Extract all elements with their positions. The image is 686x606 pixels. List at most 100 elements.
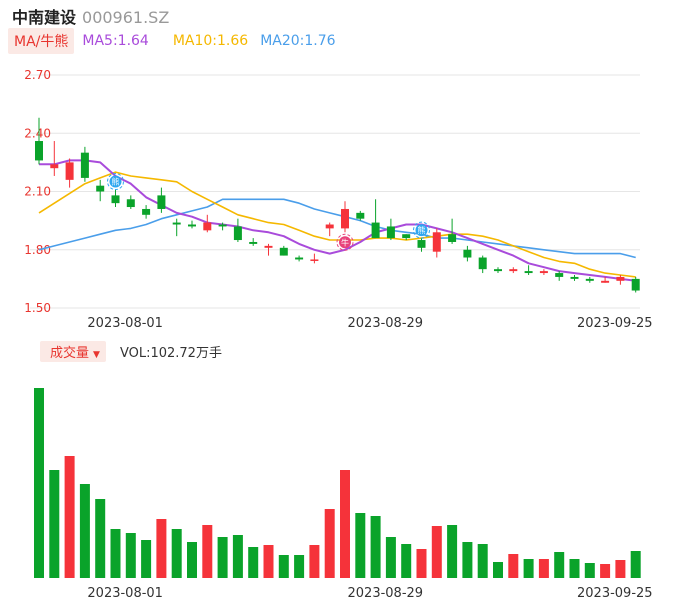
volume-bar bbox=[523, 559, 534, 578]
badge-dot bbox=[109, 175, 122, 188]
volume-bar bbox=[278, 555, 289, 578]
volume-bar bbox=[187, 542, 197, 578]
candle-body bbox=[601, 280, 610, 283]
candle bbox=[310, 253, 319, 264]
candle bbox=[126, 195, 135, 209]
candle bbox=[371, 199, 380, 239]
volume-value: VOL:102.72万手 bbox=[119, 345, 222, 361]
candle bbox=[417, 238, 426, 252]
candle bbox=[295, 255, 304, 262]
candle-body bbox=[585, 278, 594, 281]
volume-bar bbox=[462, 542, 473, 578]
candle-body bbox=[463, 249, 472, 258]
volume-bar bbox=[141, 540, 152, 578]
volume-bar bbox=[340, 470, 350, 578]
candle-body bbox=[218, 224, 227, 227]
candle-body bbox=[631, 278, 640, 291]
volume-bar bbox=[508, 554, 519, 578]
volume-bar bbox=[584, 563, 595, 578]
candle-body bbox=[524, 271, 533, 274]
volume-bar bbox=[171, 529, 182, 578]
price-x-tick-label: 2023-09-25 bbox=[577, 316, 653, 331]
candle bbox=[356, 210, 365, 221]
volume-bar bbox=[447, 525, 458, 578]
badge-label: 牛 bbox=[341, 237, 349, 247]
volume-bar bbox=[355, 513, 366, 578]
price-y-tick-label: 2.10 bbox=[24, 185, 51, 199]
candle-body bbox=[142, 208, 151, 215]
candle-body bbox=[203, 222, 212, 231]
volume-bar bbox=[309, 545, 320, 578]
volume-toggle-label: 成交量 bbox=[50, 345, 90, 361]
badge-ring bbox=[413, 221, 430, 239]
price-y-tick-label: 1.50 bbox=[24, 301, 51, 315]
candle bbox=[509, 267, 518, 274]
candle bbox=[96, 179, 105, 202]
volume-toggle-button[interactable]: 成交量 ▼ bbox=[40, 340, 106, 362]
volume-bar bbox=[630, 551, 641, 578]
candle-body bbox=[325, 224, 334, 229]
candle bbox=[35, 117, 43, 165]
ma5-label: MA5:1.64 bbox=[82, 33, 149, 49]
candle-body bbox=[295, 257, 304, 260]
ma-toggle-button[interactable]: MA/牛熊 bbox=[8, 28, 75, 54]
ma10-label: MA10:1.66 bbox=[172, 33, 249, 49]
candle bbox=[80, 146, 89, 182]
volume-x-axis: 2023-08-01 2023-08-29 2023-09-25 bbox=[87, 586, 652, 601]
candle-body bbox=[279, 247, 288, 256]
candle-body bbox=[539, 271, 548, 274]
candle-body bbox=[249, 241, 258, 244]
candle-body bbox=[555, 273, 564, 277]
caret-down-icon: ▼ bbox=[93, 349, 100, 360]
candle-body bbox=[65, 162, 74, 180]
price-x-tick-label: 2023-08-29 bbox=[348, 316, 424, 331]
candle-body bbox=[616, 276, 625, 281]
bear-signal-badge: 熊 bbox=[107, 173, 124, 191]
volume-bar bbox=[385, 537, 396, 578]
volume-bar bbox=[477, 544, 488, 578]
candle-body bbox=[50, 164, 59, 169]
candle bbox=[386, 218, 395, 241]
candle-body bbox=[417, 240, 426, 248]
volume-bar bbox=[401, 544, 412, 578]
ma20-line bbox=[38, 198, 636, 259]
volume-bar bbox=[600, 564, 611, 578]
candle bbox=[233, 218, 242, 242]
price-y-tick-label: 2.70 bbox=[24, 68, 51, 82]
candle bbox=[249, 238, 258, 246]
stock-name: 中南建设 bbox=[12, 8, 77, 27]
candle bbox=[142, 205, 151, 219]
candle-body bbox=[111, 195, 120, 204]
candle bbox=[341, 201, 349, 233]
volume-bar bbox=[538, 559, 549, 578]
bear-signal-badge: 熊 bbox=[413, 221, 430, 239]
volume-bar bbox=[370, 516, 381, 578]
candle-body bbox=[478, 257, 487, 270]
ma-legend: MA/牛熊 MA5:1.64 MA10:1.66 MA20:1.76 bbox=[8, 28, 336, 54]
candle-body bbox=[402, 234, 411, 239]
candles bbox=[35, 117, 640, 293]
badge-label: 熊 bbox=[112, 177, 120, 187]
candle-body bbox=[126, 199, 135, 208]
candle bbox=[50, 141, 59, 176]
candle-body bbox=[432, 232, 441, 252]
volume-bar bbox=[294, 555, 305, 578]
price-y-tick-label: 1.80 bbox=[24, 243, 51, 257]
candle bbox=[524, 265, 533, 275]
candle-body bbox=[386, 226, 395, 239]
candle-body bbox=[172, 222, 181, 225]
volume-bar bbox=[232, 535, 243, 578]
volume-bar bbox=[110, 529, 121, 578]
candle bbox=[65, 158, 74, 188]
stock-code: 000961.SZ bbox=[82, 8, 170, 27]
candle-body bbox=[233, 226, 242, 241]
price-x-tick-label: 2023-08-01 bbox=[87, 316, 163, 331]
ma10-line bbox=[38, 171, 636, 278]
volume-x-tick-label: 2023-08-01 bbox=[87, 586, 163, 601]
ma5-line bbox=[39, 159, 636, 282]
candle-body bbox=[157, 195, 166, 209]
bull-signal-badge: 牛 bbox=[336, 233, 354, 251]
badge-label: 熊 bbox=[418, 225, 426, 235]
volume-bar bbox=[324, 509, 335, 578]
